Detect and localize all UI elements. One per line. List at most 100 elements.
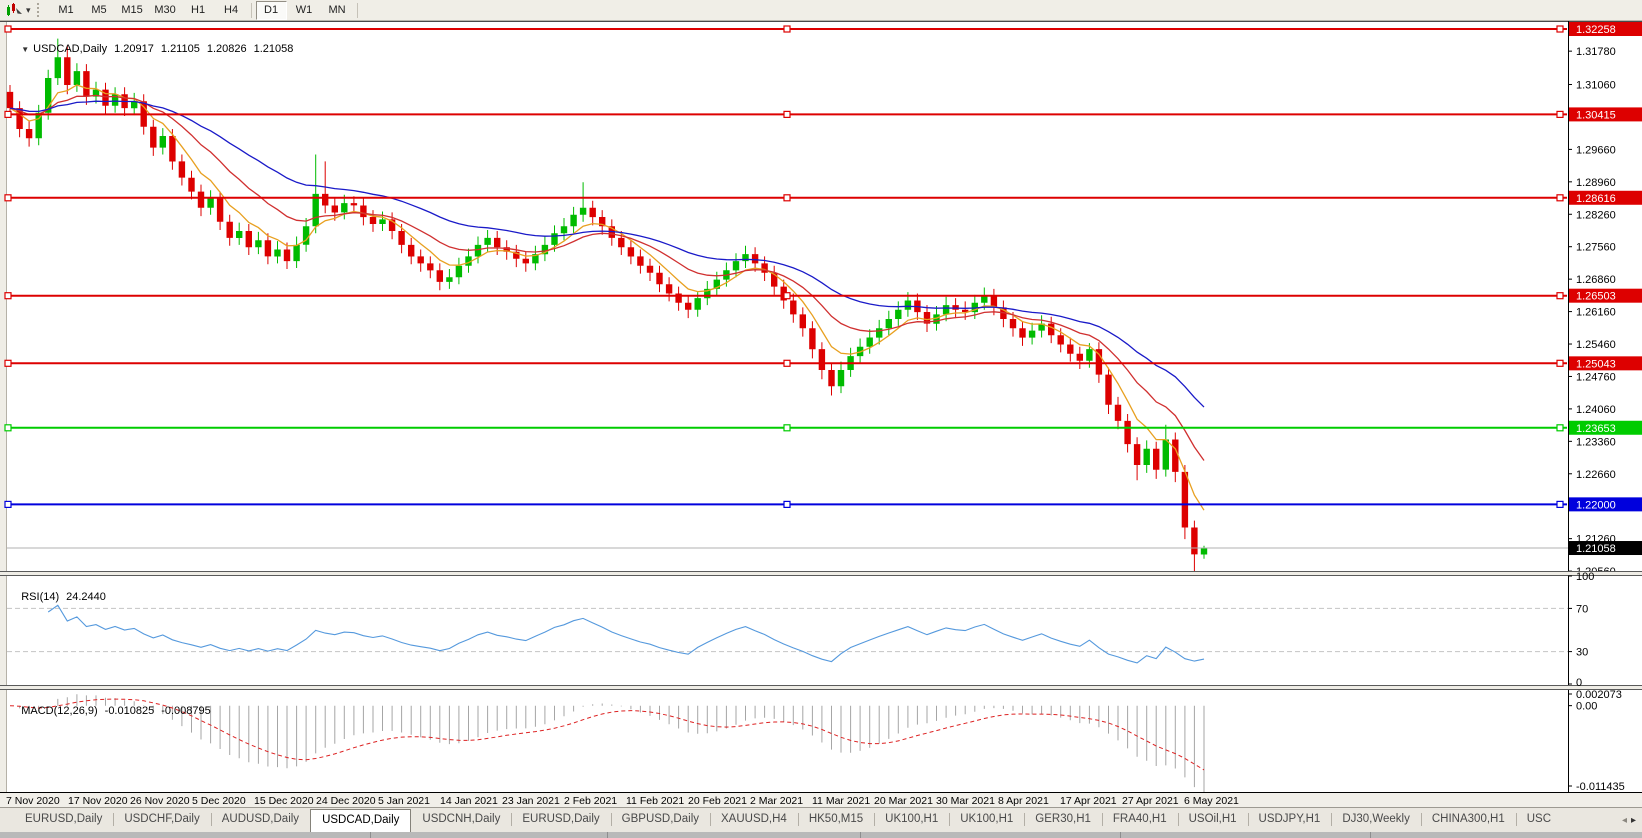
tab-eurusd-daily[interactable]: EURUSD,Daily <box>25 813 103 825</box>
line-handle[interactable] <box>1556 292 1564 300</box>
chart-collapse-icon[interactable]: ▼ <box>21 45 30 54</box>
price-axis-label: 1.29660 <box>1576 144 1616 156</box>
line-handle[interactable] <box>1556 194 1564 202</box>
timeframe-button-m30[interactable]: M30 <box>154 3 176 16</box>
line-handle[interactable] <box>783 110 791 119</box>
tab-usdcad-daily[interactable]: USDCAD,Daily <box>310 809 412 832</box>
tab-china300-h1[interactable]: CHINA300,H1 <box>1420 808 1516 832</box>
line-handle[interactable] <box>4 292 12 300</box>
line-handle[interactable] <box>1556 500 1564 508</box>
tab-usdjpy-h1[interactable]: USDJPY,H1 <box>1247 808 1332 832</box>
tab-audusd-daily[interactable]: AUDUSD,Daily <box>210 808 310 832</box>
tab-usoil-h1[interactable]: USOil,H1 <box>1177 808 1248 832</box>
timeframe-button-m1[interactable]: M1 <box>58 3 74 16</box>
line-handle[interactable] <box>783 500 791 508</box>
timeframe-button-h1[interactable]: H1 <box>191 3 206 16</box>
level-price-badge <box>1569 497 1642 512</box>
date-axis-label: 5 Jan 2021 <box>378 795 430 807</box>
tab-scroll-left-icon[interactable]: ◂ <box>1621 814 1627 826</box>
date-axis-label: 7 Nov 2020 <box>6 795 60 807</box>
macd-value: -0.010825 <box>104 705 155 717</box>
tab-scroll-right-icon[interactable]: ▸ <box>1630 814 1636 826</box>
bottom-strip-notch <box>370 832 371 838</box>
line-handle[interactable] <box>1556 424 1564 432</box>
macd-axis-label: 0.002073 <box>1576 689 1622 701</box>
price-axis-label: 1.31060 <box>1576 80 1616 92</box>
macd-axis-label: 0.00 <box>1576 701 1597 713</box>
panel-divider-groove[interactable] <box>0 686 1642 689</box>
date-axis-label: 23 Jan 2021 <box>502 795 560 807</box>
chart-cursor-icon[interactable] <box>5 2 25 18</box>
tab-uk100-h1[interactable]: UK100,H1 <box>874 808 949 832</box>
price-axis-label: 1.28960 <box>1576 177 1616 189</box>
timeframe-button-h4[interactable]: H4 <box>224 3 239 16</box>
line-handle[interactable] <box>783 424 791 432</box>
date-axis-label: 27 Apr 2021 <box>1122 795 1179 807</box>
line-handle[interactable] <box>783 25 791 33</box>
quote-high: 1.21105 <box>160 43 200 55</box>
tab-gbpusd-daily[interactable]: GBPUSD,Daily <box>610 808 710 832</box>
bottom-edge-strip <box>0 832 1642 838</box>
tab-usc[interactable]: USC <box>1515 808 1562 832</box>
rsi-indicator-label: RSI(14) 24.2440 <box>9 579 106 615</box>
line-handle[interactable] <box>4 25 12 33</box>
date-axis-background <box>0 793 1642 807</box>
line-handle[interactable] <box>1556 25 1564 33</box>
line-handle[interactable] <box>1556 359 1564 367</box>
timeframe-button-w1[interactable]: W1 <box>295 3 313 16</box>
price-axis-label: 1.24760 <box>1576 371 1616 383</box>
line-handle[interactable] <box>4 194 12 202</box>
toolbar-separator <box>250 2 252 18</box>
bottom-strip-notch <box>860 832 861 838</box>
bid-price-badge <box>1569 541 1642 556</box>
line-handle[interactable] <box>4 500 12 508</box>
timeframe-button-mn[interactable]: MN <box>328 3 346 16</box>
tab-uk100-h1[interactable]: UK100,H1 <box>949 808 1024 832</box>
panel-divider-groove[interactable] <box>0 572 1642 575</box>
date-axis-label: 26 Nov 2020 <box>130 795 190 807</box>
timeframe-button-m15[interactable]: M15 <box>121 3 143 16</box>
timeframe-button-m5[interactable]: M5 <box>91 3 107 16</box>
macd-indicator-label: MACD(12,26,9) -0.010825 -0.008795 <box>9 693 211 729</box>
chart-tool-dropdown-icon[interactable]: ▾ <box>26 4 31 15</box>
line-handle[interactable] <box>783 292 791 300</box>
line-handle[interactable] <box>4 359 12 367</box>
date-axis-label: 8 Apr 2021 <box>998 795 1049 807</box>
macd-histogram <box>19 694 1205 792</box>
chart-canvas[interactable]: 1.31780 1.31060 1.29660 1.28960 1.28260 1.275… <box>0 0 1642 807</box>
date-axis-label: 2 Feb 2021 <box>564 795 617 807</box>
line-handle[interactable] <box>4 110 12 119</box>
moving-average-30 <box>9 100 1205 408</box>
tab-hk50-m15[interactable]: HK50,M15 <box>797 808 874 832</box>
tab-usdcnh-daily[interactable]: USDCNH,Daily <box>422 813 501 825</box>
rsi-name: RSI(14) <box>21 591 60 603</box>
quote-open: 1.20917 <box>114 43 154 55</box>
price-axis-label: 1.28260 <box>1576 209 1616 221</box>
line-handle[interactable] <box>783 194 791 202</box>
macd-name: MACD(12,26,9) <box>21 705 98 717</box>
line-handle[interactable] <box>1556 110 1564 119</box>
tab-ger30-h1[interactable]: GER30,H1 <box>1024 808 1102 832</box>
level-price-badge <box>1569 190 1642 205</box>
bid-price-badge-text: 1.21058 <box>1576 543 1616 555</box>
tab-dj30-weekly[interactable]: DJ30,Weekly <box>1331 808 1421 832</box>
date-axis-label: 30 Mar 2021 <box>936 795 995 807</box>
line-handle[interactable] <box>4 424 12 432</box>
level-price-badge-text: 1.22000 <box>1576 499 1616 511</box>
date-axis-label: 2 Mar 2021 <box>750 795 803 807</box>
price-axis-label: 1.23360 <box>1576 436 1616 448</box>
rsi-axis-label: 30 <box>1576 647 1588 659</box>
timeframe-button-d1[interactable]: D1 <box>255 0 287 20</box>
tab-usdchf-daily[interactable]: USDCHF,Daily <box>113 808 210 832</box>
level-price-badge-text: 1.32258 <box>1576 24 1616 36</box>
rsi-value: 24.2440 <box>66 591 106 603</box>
tab-xauusd-h4[interactable]: XAUUSD,H4 <box>710 808 798 832</box>
price-axis-label: 1.26860 <box>1576 274 1616 286</box>
tab-eurusd-daily[interactable]: EURUSD,Daily <box>511 808 610 832</box>
line-handle[interactable] <box>783 359 791 367</box>
date-axis-label: 20 Mar 2021 <box>874 795 933 807</box>
tab-fra40-h1[interactable]: FRA40,H1 <box>1101 808 1178 832</box>
date-axis-label: 20 Feb 2021 <box>688 795 747 807</box>
toolbar-grip[interactable] <box>36 3 44 17</box>
